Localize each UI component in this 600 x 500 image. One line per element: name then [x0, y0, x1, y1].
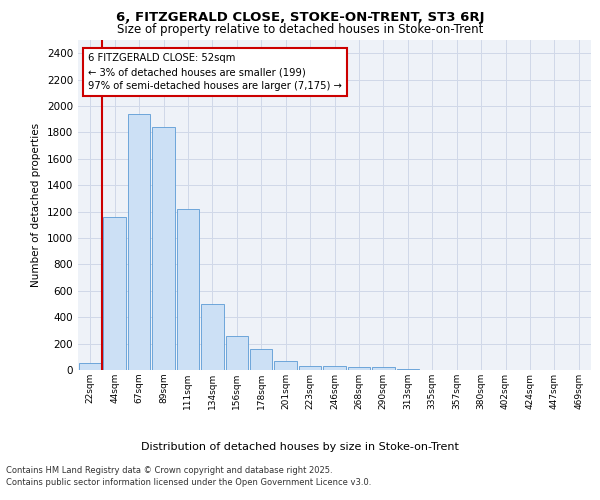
Text: 6, FITZGERALD CLOSE, STOKE-ON-TRENT, ST3 6RJ: 6, FITZGERALD CLOSE, STOKE-ON-TRENT, ST3…: [116, 11, 484, 24]
Bar: [274, 361, 297, 370]
Text: Size of property relative to detached houses in Stoke-on-Trent: Size of property relative to detached ho…: [117, 22, 483, 36]
Bar: [79, 362, 101, 370]
Text: 6 FITZGERALD CLOSE: 52sqm
← 3% of detached houses are smaller (199)
97% of semi-: 6 FITZGERALD CLOSE: 52sqm ← 3% of detach…: [88, 53, 342, 91]
Text: Contains public sector information licensed under the Open Government Licence v3: Contains public sector information licen…: [6, 478, 371, 487]
Bar: [201, 304, 224, 370]
Y-axis label: Number of detached properties: Number of detached properties: [31, 123, 41, 287]
Bar: [299, 366, 322, 370]
Bar: [128, 114, 151, 370]
Text: Contains HM Land Registry data © Crown copyright and database right 2025.: Contains HM Land Registry data © Crown c…: [6, 466, 332, 475]
Bar: [226, 336, 248, 370]
Bar: [323, 366, 346, 370]
Bar: [152, 127, 175, 370]
Bar: [103, 217, 126, 370]
Bar: [176, 209, 199, 370]
Bar: [372, 368, 395, 370]
Bar: [250, 349, 272, 370]
Bar: [347, 366, 370, 370]
Text: Distribution of detached houses by size in Stoke-on-Trent: Distribution of detached houses by size …: [141, 442, 459, 452]
